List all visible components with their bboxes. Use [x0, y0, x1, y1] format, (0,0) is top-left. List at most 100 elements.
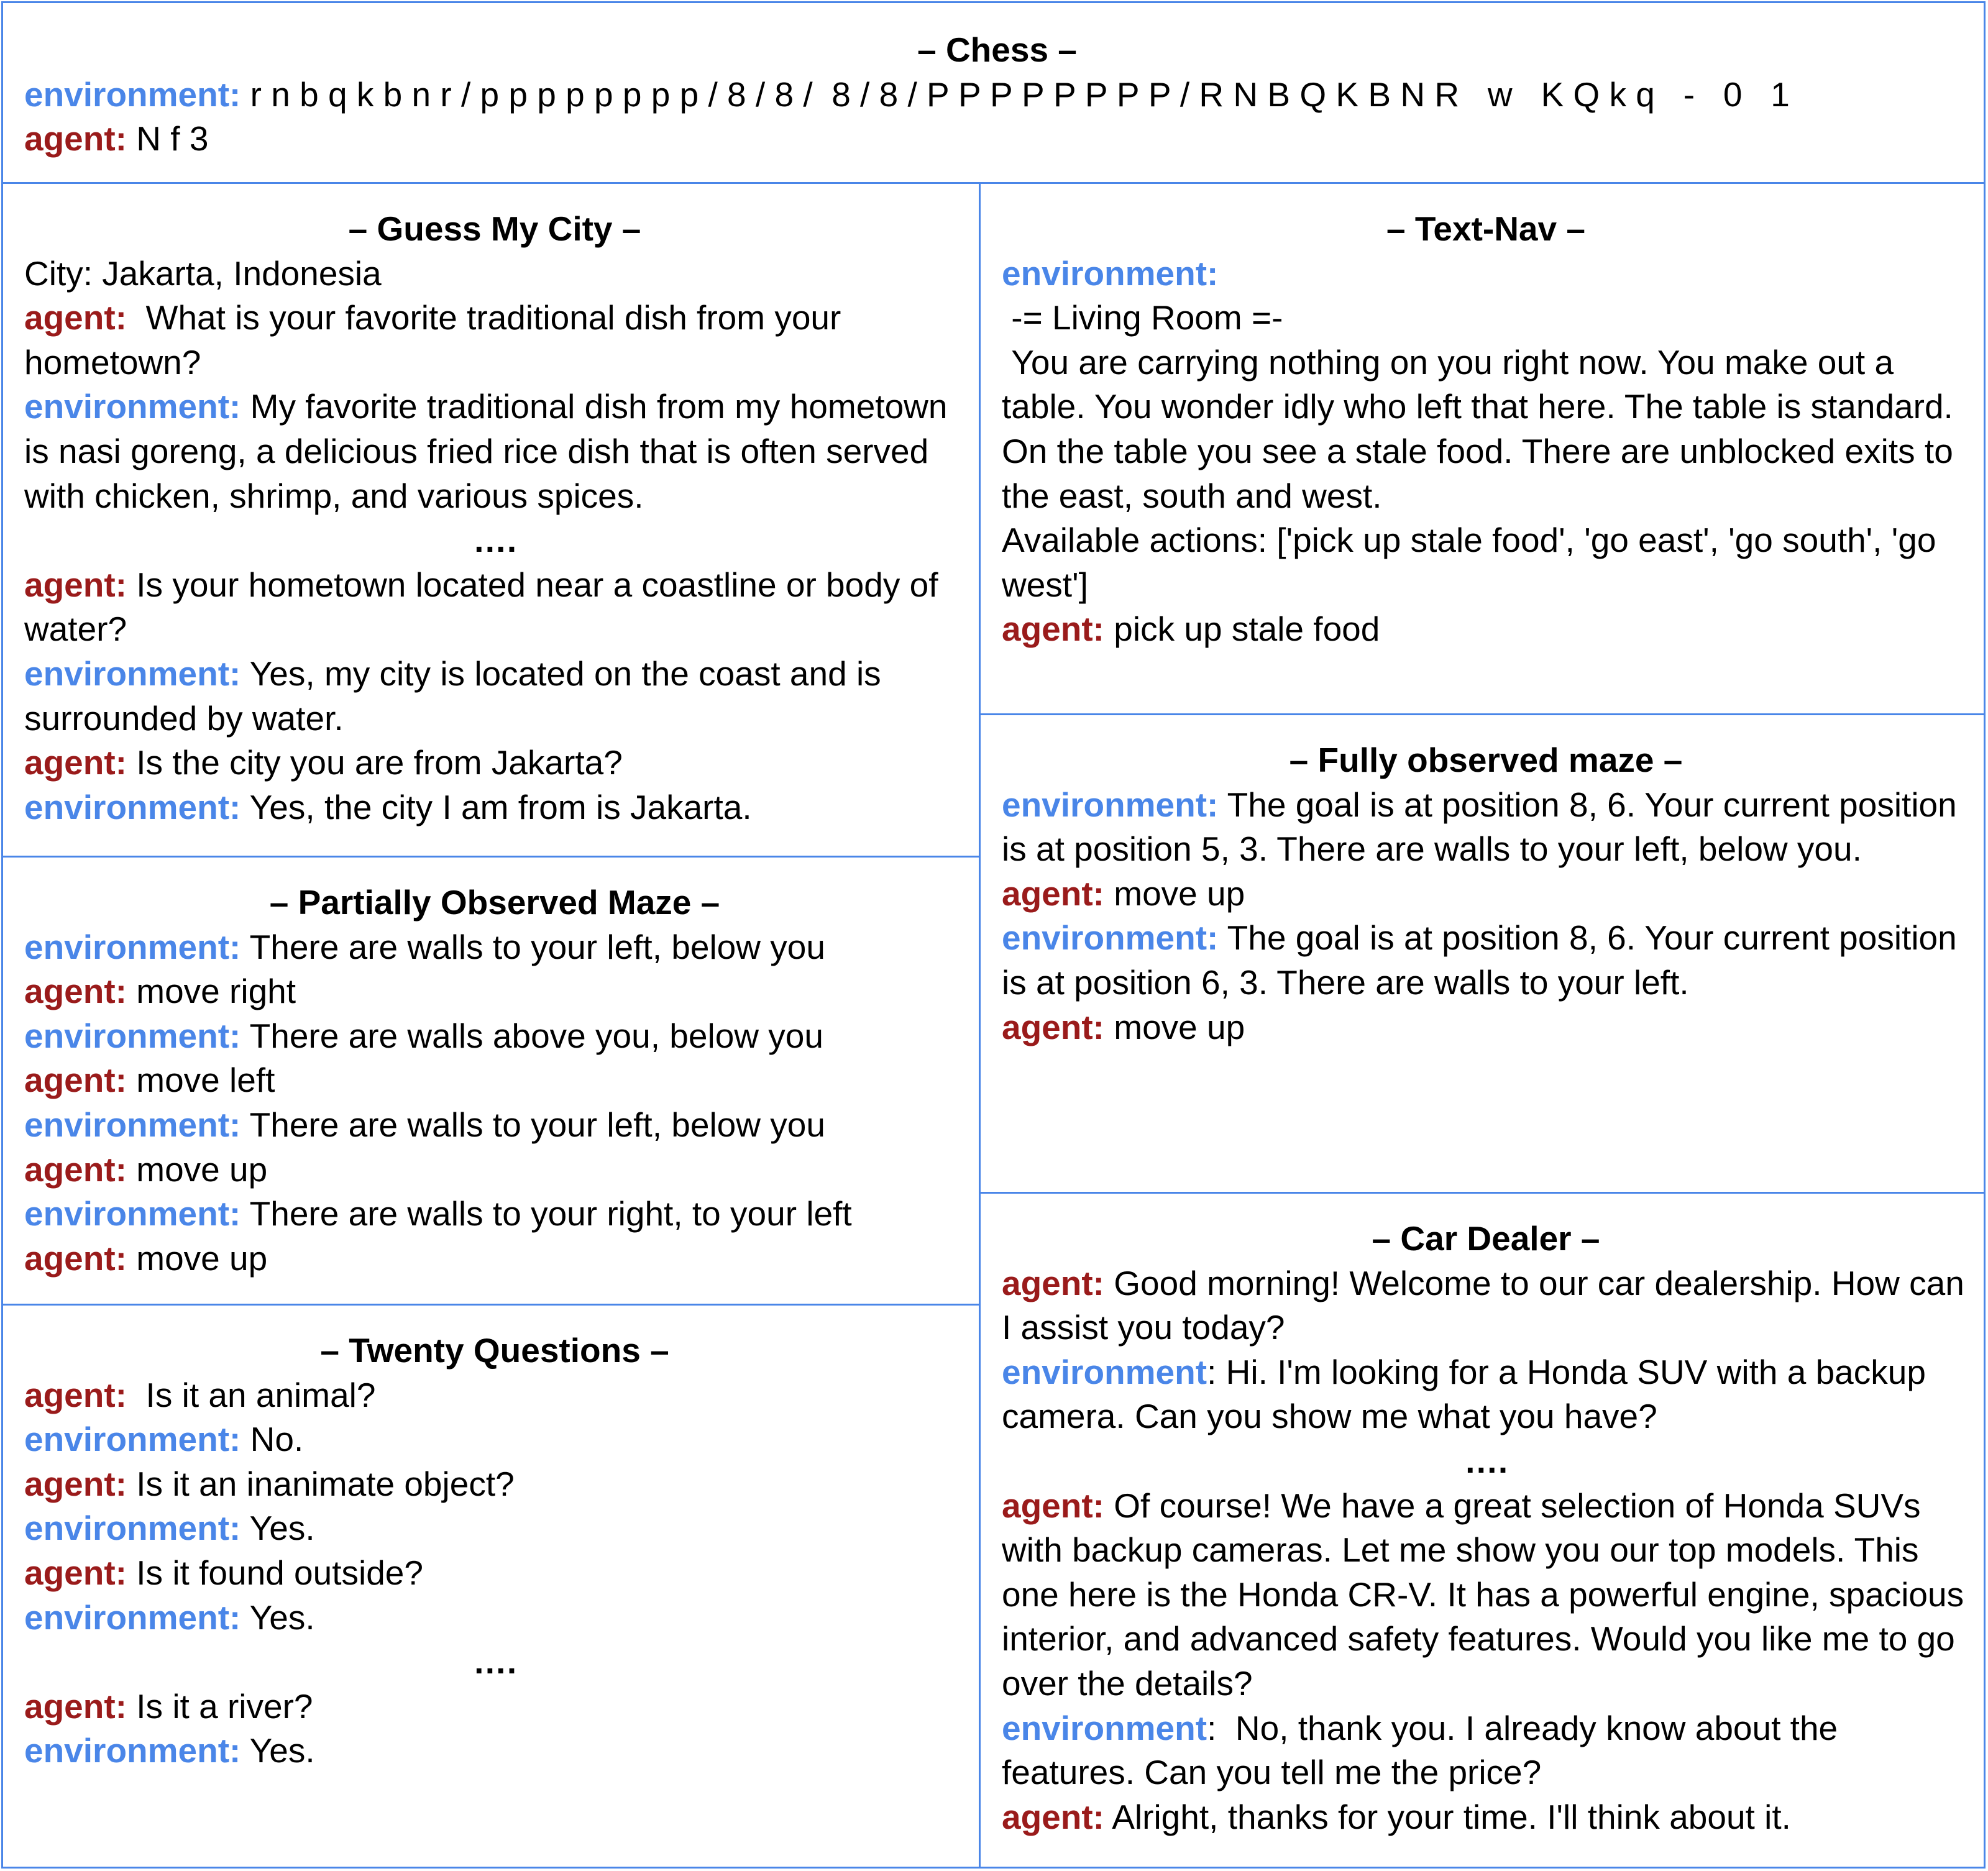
car-dealer-title: – Car Dealer –	[1372, 1219, 1600, 1258]
agent-label: agent:	[24, 1375, 127, 1414]
text-nav-env-label-line: environment:	[1002, 252, 1970, 296]
guess-my-city-title: – Guess My City –	[348, 209, 641, 248]
divider-center	[979, 182, 981, 1867]
panel-text-nav: – Text-Nav – environment: -= Living Room…	[981, 207, 1984, 713]
city-ellipsis: ….	[472, 521, 517, 560]
environment-label: environment:	[24, 787, 241, 826]
agent-label: agent:	[24, 1238, 127, 1278]
chess-title: – Chess –	[917, 30, 1077, 69]
turn-text: move right	[127, 972, 296, 1011]
dialogue-turn: environment: My favorite traditional dis…	[24, 385, 965, 518]
dialogue-turn: environment: Yes.	[24, 1729, 965, 1773]
environment-label: environment:	[24, 1731, 241, 1770]
environment-label: environment	[1002, 1352, 1207, 1391]
chess-agent-line: agent: N f 3	[24, 117, 1970, 162]
environment-label: environment:	[1002, 785, 1219, 824]
environment-label: environment:	[24, 387, 241, 426]
turn-text: Alright, thanks for your time. I'll thin…	[1104, 1797, 1791, 1836]
chess-environment-line: environment: r n b q k b n r / p p p p p…	[24, 73, 1970, 117]
turn-text: move up	[127, 1238, 268, 1278]
city-turns-after: agent: Is your hometown located near a c…	[24, 563, 965, 830]
turn-text: Yes, the city I am from is Jakarta.	[240, 787, 752, 826]
environment-label: environment:	[24, 1105, 241, 1144]
turn-text: There are walls to your left, below you	[240, 927, 825, 966]
dialogue-turn: agent: move up	[24, 1148, 965, 1192]
turn-text: No.	[240, 1420, 304, 1459]
dialogue-turn: agent: Is it a river?	[24, 1685, 965, 1729]
dialogue-turn: environment: Yes, my city is located on …	[24, 652, 965, 741]
text-nav-actions: Available actions: ['pick up stale food'…	[1002, 521, 1946, 604]
panel-fully-observed-maze: – Fully observed maze – environment: The…	[981, 738, 1984, 1192]
dialogue-turn: agent: Is it an animal?	[24, 1373, 965, 1418]
turn-text: Yes.	[240, 1731, 315, 1770]
agent-label: agent:	[1002, 1486, 1104, 1525]
partially-observed-maze-title: – Partially Observed Maze –	[269, 883, 720, 922]
dialogue-turn: agent: Of course! We have a great select…	[1002, 1484, 1970, 1706]
turn-text: Is it an animal?	[127, 1375, 376, 1414]
divider-textnav-bottom	[979, 713, 1984, 715]
agent-label: agent:	[24, 298, 127, 337]
agent-label: agent:	[24, 1150, 127, 1189]
dialogue-turn: agent: Good morning! Welcome to our car …	[1002, 1261, 1970, 1350]
turn-text: Of course! We have a great selection of …	[1002, 1486, 1974, 1703]
text-nav-agent-line: agent: pick up stale food	[1002, 607, 1970, 652]
environment-label: environment:	[24, 1509, 241, 1548]
turn-text: move up	[1104, 874, 1245, 913]
city-turns: agent: What is your favorite traditional…	[24, 296, 965, 518]
agent-label: agent:	[24, 1061, 127, 1100]
turn-text: Is it a river?	[127, 1686, 313, 1726]
dialogue-turn: environment: Yes, the city I am from is …	[24, 785, 965, 830]
turn-text: What is your favorite traditional dish f…	[24, 298, 851, 382]
dialogue-turn: environment: Hi. I'm looking for a Honda…	[1002, 1350, 1970, 1439]
environment-label: environment:	[24, 1194, 241, 1233]
twenty-questions-title: – Twenty Questions –	[320, 1331, 669, 1370]
dialogue-turn: environment: There are walls above you, …	[24, 1014, 965, 1059]
fmaze-turns: environment: The goal is at position 8, …	[1002, 783, 1970, 1050]
agent-label: agent:	[24, 743, 127, 782]
turn-text: The goal is at position 8, 6. Your curre…	[1002, 785, 1967, 869]
divider-chess-bottom	[3, 182, 1984, 184]
dialogue-turn: environment: Yes.	[24, 1596, 965, 1640]
pmaze-turns: environment: There are walls to your lef…	[24, 925, 965, 1281]
turn-text: : Hi. I'm looking for a Honda SUV with a…	[1002, 1352, 1936, 1436]
dialogue-turn: agent: Is your hometown located near a c…	[24, 563, 965, 652]
turn-text: : No, thank you. I already know about th…	[1002, 1708, 1848, 1792]
agent-label: agent:	[24, 565, 127, 604]
dialogue-turn: agent: move left	[24, 1058, 965, 1103]
chess-move: N f 3	[127, 119, 209, 158]
environment-label: environment:	[1002, 918, 1219, 958]
text-nav-title: – Text-Nav –	[1386, 209, 1585, 248]
agent-label: agent:	[24, 1686, 127, 1726]
turn-text: Yes.	[240, 1509, 315, 1548]
agent-label: agent:	[1002, 610, 1104, 649]
dialogue-turn: agent: move up	[1002, 872, 1970, 917]
environment-label: environment:	[24, 1016, 241, 1055]
environment-label: environment:	[24, 1598, 241, 1637]
environment-label: environment:	[1002, 254, 1219, 293]
dialogue-turn: environment: There are walls to your lef…	[24, 925, 965, 970]
panel-partially-observed-maze: – Partially Observed Maze – environment:…	[3, 881, 979, 1303]
dialogue-turn: environment: There are walls to your rig…	[24, 1192, 965, 1237]
environment-label: environment:	[24, 75, 241, 114]
tq-turns-after: agent: Is it a river? environment: Yes.	[24, 1685, 965, 1773]
turn-text: There are walls to your left, below you	[240, 1105, 825, 1144]
dialogue-turn: environment: There are walls to your lef…	[24, 1103, 965, 1148]
agent-label: agent:	[1002, 874, 1104, 913]
turn-text: There are walls above you, below you	[240, 1016, 823, 1055]
car-ellipsis: ….	[1464, 1441, 1508, 1480]
turn-text: move left	[127, 1061, 275, 1100]
turn-text: There are walls to your right, to your l…	[240, 1194, 852, 1233]
dialogue-turn: agent: move right	[24, 969, 965, 1014]
panel-chess: – Chess – environment: r n b q k b n r /…	[3, 28, 1984, 182]
turn-text: The goal is at position 8, 6. Your curre…	[1002, 918, 1967, 1002]
panel-car-dealer: – Car Dealer – agent: Good morning! Welc…	[981, 1217, 1984, 1863]
environment-label: environment:	[24, 927, 241, 966]
environment-label: environment:	[24, 1420, 241, 1459]
divider-pmaze-bottom	[3, 1304, 979, 1306]
panel-guess-my-city: – Guess My City – City: Jakarta, Indones…	[3, 207, 979, 853]
turn-text: Is the city you are from Jakarta?	[127, 743, 623, 782]
city-line: City: Jakarta, Indonesia	[24, 254, 382, 293]
fully-observed-maze-title: – Fully observed maze –	[1289, 741, 1683, 779]
environment-label: environment	[1002, 1708, 1207, 1747]
